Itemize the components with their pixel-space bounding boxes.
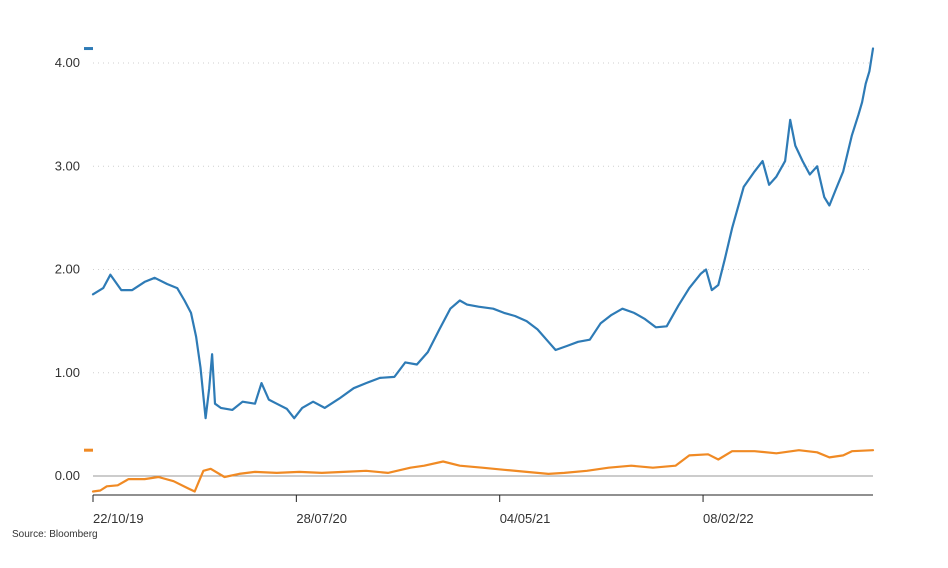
- y-axis: 4.00 3.00 2.00 1.00 0.00: [55, 55, 80, 483]
- source-note: Source: Bloomberg: [12, 529, 98, 540]
- series-layer: [84, 47, 875, 493]
- x-tick-label: 28/07/20: [296, 511, 347, 526]
- x-axis: 22/10/19 28/07/20 04/05/21 08/02/22: [92, 495, 754, 526]
- y-tick-label: 0.00: [55, 468, 80, 483]
- x-tick-label: 22/10/19: [93, 511, 144, 526]
- y-tick-label: 2.00: [55, 262, 80, 277]
- x-tick-label: 08/02/22: [703, 511, 754, 526]
- series-line-2: [91, 449, 875, 493]
- y-tick-label: 4.00: [55, 55, 80, 70]
- y-tick-label: 3.00: [55, 158, 80, 173]
- y-tick-label: 1.00: [55, 365, 80, 380]
- gridlines: [93, 62, 873, 477]
- x-tick-label: 04/05/21: [500, 511, 551, 526]
- series-line-1: [91, 47, 875, 420]
